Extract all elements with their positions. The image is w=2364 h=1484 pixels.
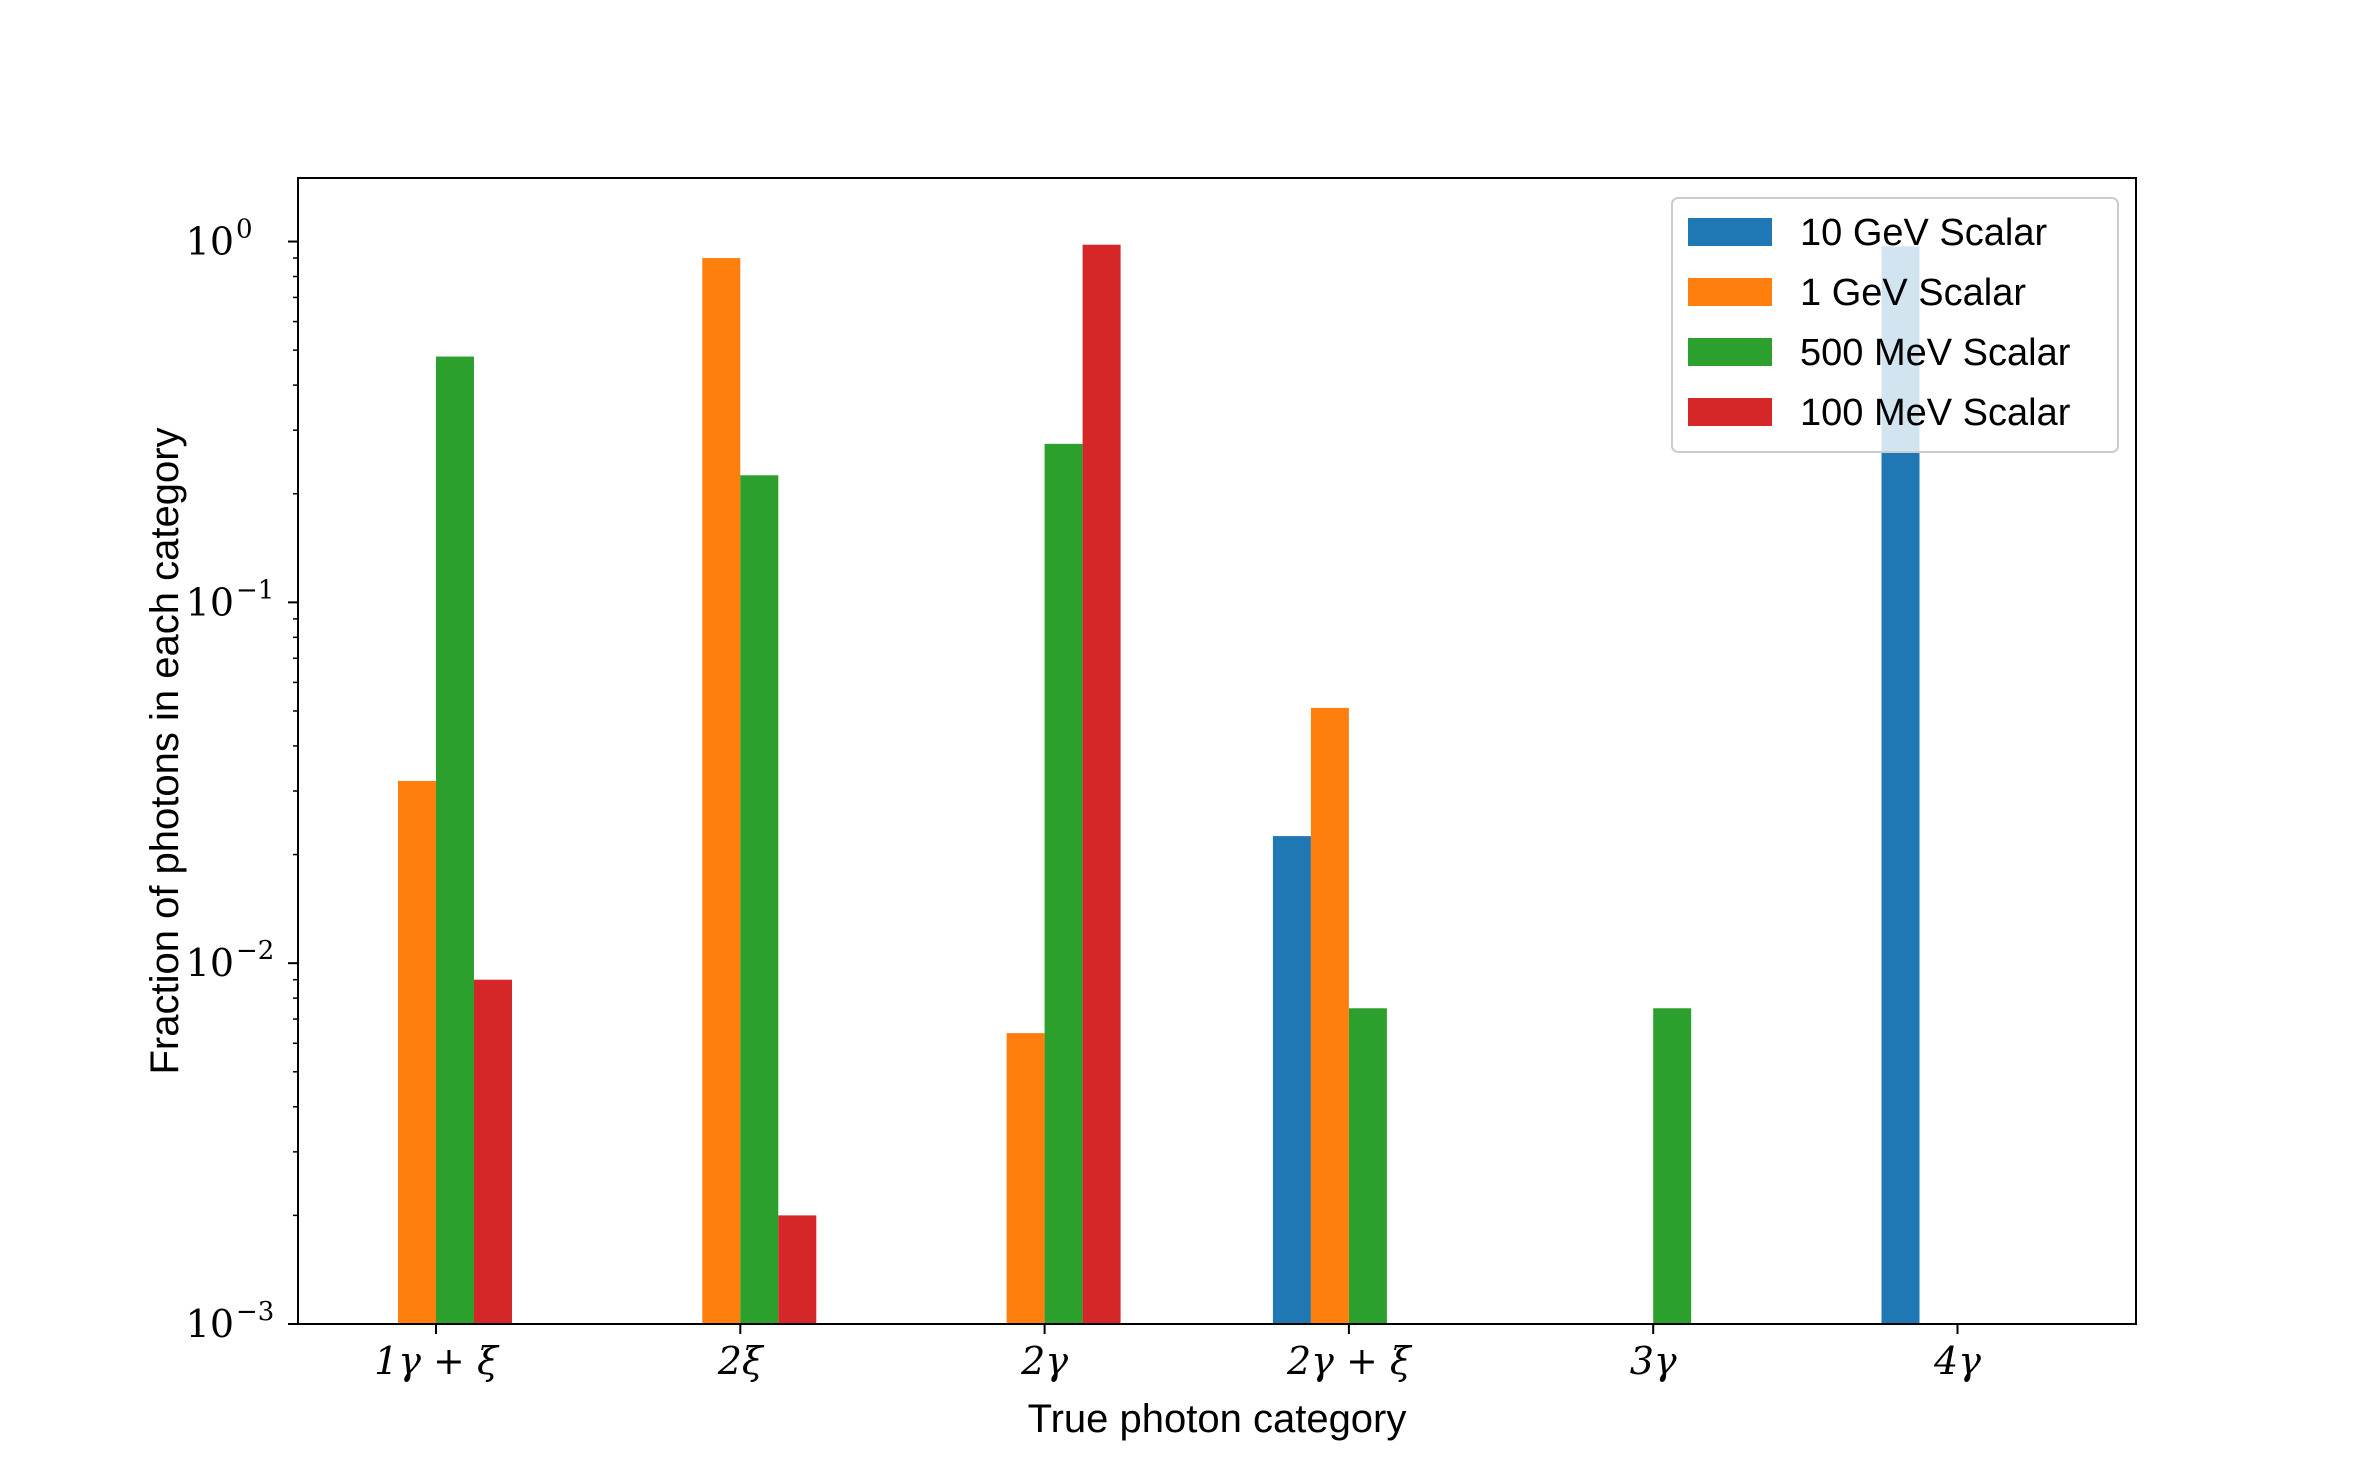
legend-swatch — [1688, 338, 1772, 366]
bar-2-1 — [398, 780, 436, 1324]
bar-2-3 — [1006, 1033, 1045, 1324]
x-tick-label: 2ξ — [717, 1339, 765, 1383]
legend-swatch — [1688, 398, 1772, 426]
legend-label: 10 GeV Scalar — [1800, 212, 2047, 254]
legend-label: 500 MeV Scalar — [1800, 332, 2071, 374]
y-tick-label: 10 — [186, 1302, 234, 1346]
bar-3-3 — [1044, 443, 1083, 1324]
x-tick-label: 2γ + ξ — [1286, 1339, 1413, 1383]
bar-4-3 — [1082, 244, 1121, 1324]
legend-swatch — [1688, 218, 1772, 246]
bar-1-4 — [1272, 836, 1311, 1324]
bar-2-4 — [1310, 707, 1349, 1324]
y-axis-label: Fraction of photons in each category — [143, 427, 187, 1074]
legend: 10 GeV Scalar 1 GeV Scalar 500 MeV Scalar 1… — [1671, 197, 2119, 453]
y-tick-label: 10 — [186, 220, 234, 264]
y-tick-exponent: −3 — [236, 1297, 274, 1327]
bar-3-1 — [436, 356, 474, 1324]
bar-3-4 — [1348, 1008, 1387, 1324]
legend-label: 100 MeV Scalar — [1800, 392, 2071, 434]
y-tick-label: 10 — [186, 580, 234, 624]
bar-4-2 — [778, 1215, 817, 1324]
plot-frame — [297, 177, 2137, 1325]
bar-2-2 — [702, 258, 741, 1325]
legend-swatch — [1688, 278, 1772, 306]
x-axis-label: True photon category — [1028, 1397, 1407, 1441]
x-tick-label: 1γ + ξ — [374, 1339, 500, 1383]
x-tick-label: 3γ — [1630, 1339, 1677, 1383]
x-tick-label: 4γ — [1933, 1339, 1981, 1383]
legend-frame — [1671, 197, 2119, 453]
x-tick-label: 2γ — [1020, 1339, 1068, 1383]
bar-3-2 — [740, 475, 779, 1325]
bar-3-5 — [1653, 1008, 1692, 1324]
y-tick-exponent: 0 — [236, 215, 253, 245]
legend-label: 1 GeV Scalar — [1800, 272, 2026, 314]
y-tick-label: 10 — [186, 941, 234, 985]
bar-4-1 — [474, 979, 512, 1324]
y-tick-exponent: −2 — [236, 936, 274, 966]
y-tick-exponent: −1 — [236, 575, 274, 605]
